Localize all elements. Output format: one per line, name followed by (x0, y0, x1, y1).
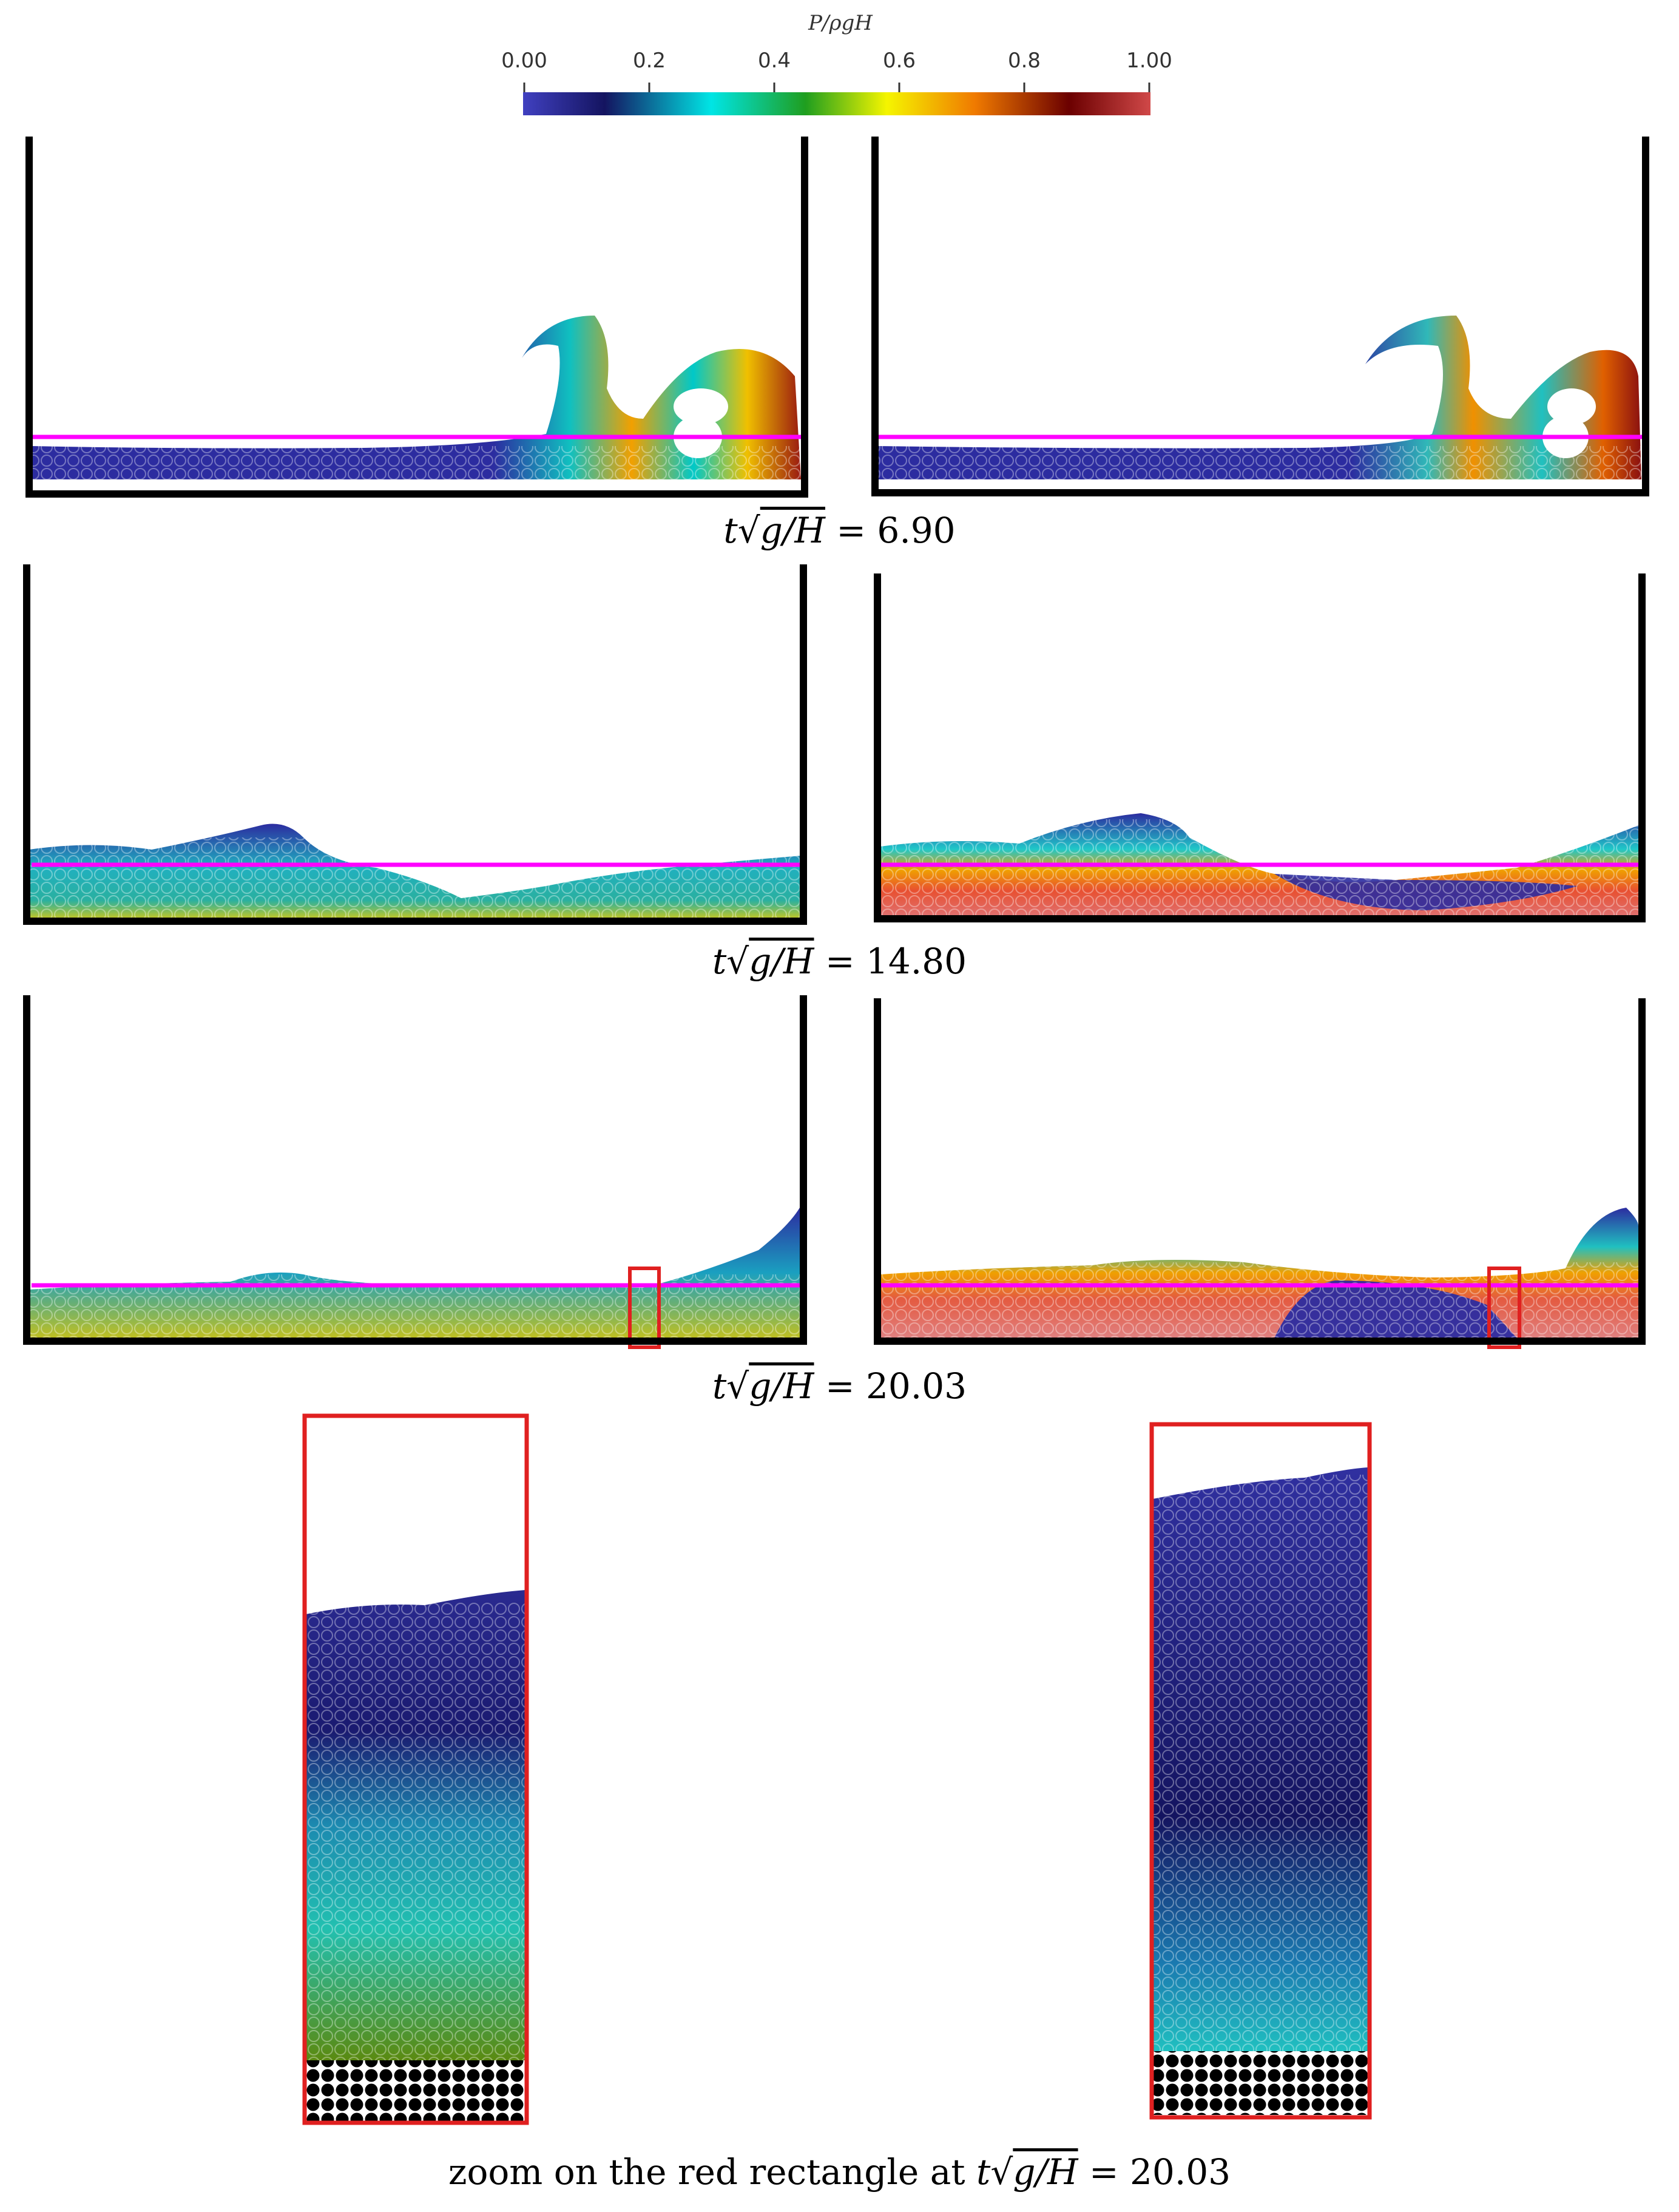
colorbar-tick-4: 0.8 (1007, 49, 1041, 73)
zoom-box-left (628, 1267, 661, 1349)
colorbar-tick-0: 0.00 (501, 49, 547, 73)
colorbar-tick-5: 1.00 (1126, 49, 1172, 73)
zoom-box-right (1487, 1267, 1521, 1349)
tank (25, 137, 808, 498)
caption-zoom: zoom on the red rectangle at t√g/H = 20.… (448, 2151, 1231, 2193)
zoom-panel-right (1149, 1422, 1372, 2120)
panel-row1-right (871, 137, 1649, 496)
colorbar-tick-1: 0.2 (632, 49, 666, 73)
panel-row2-left (23, 564, 807, 925)
zoom-panel-left (302, 1413, 529, 2125)
colorbar-tick-2: 0.4 (757, 49, 791, 73)
caption-row1: t√g/H = 6.90 (723, 510, 956, 551)
caption-row2: t√g/H = 14.80 (712, 941, 967, 982)
panel-row2-right (874, 573, 1646, 922)
caption-row3: t√g/H = 20.03 (712, 1365, 967, 1407)
panel-row1-left (25, 137, 808, 498)
zoom-frame-left (302, 1413, 529, 2125)
panel-row3-left (23, 995, 807, 1349)
zoom-frame-right (1149, 1422, 1372, 2120)
tank (23, 995, 807, 1345)
tank (874, 573, 1646, 922)
tank (874, 998, 1646, 1345)
tank (871, 137, 1649, 496)
colorbar-title: P/ρgH (808, 11, 873, 35)
colorbar-tick-3: 0.6 (882, 49, 916, 73)
panel-row3-right (874, 998, 1646, 1349)
colorbar (523, 92, 1150, 115)
tank (23, 564, 807, 925)
